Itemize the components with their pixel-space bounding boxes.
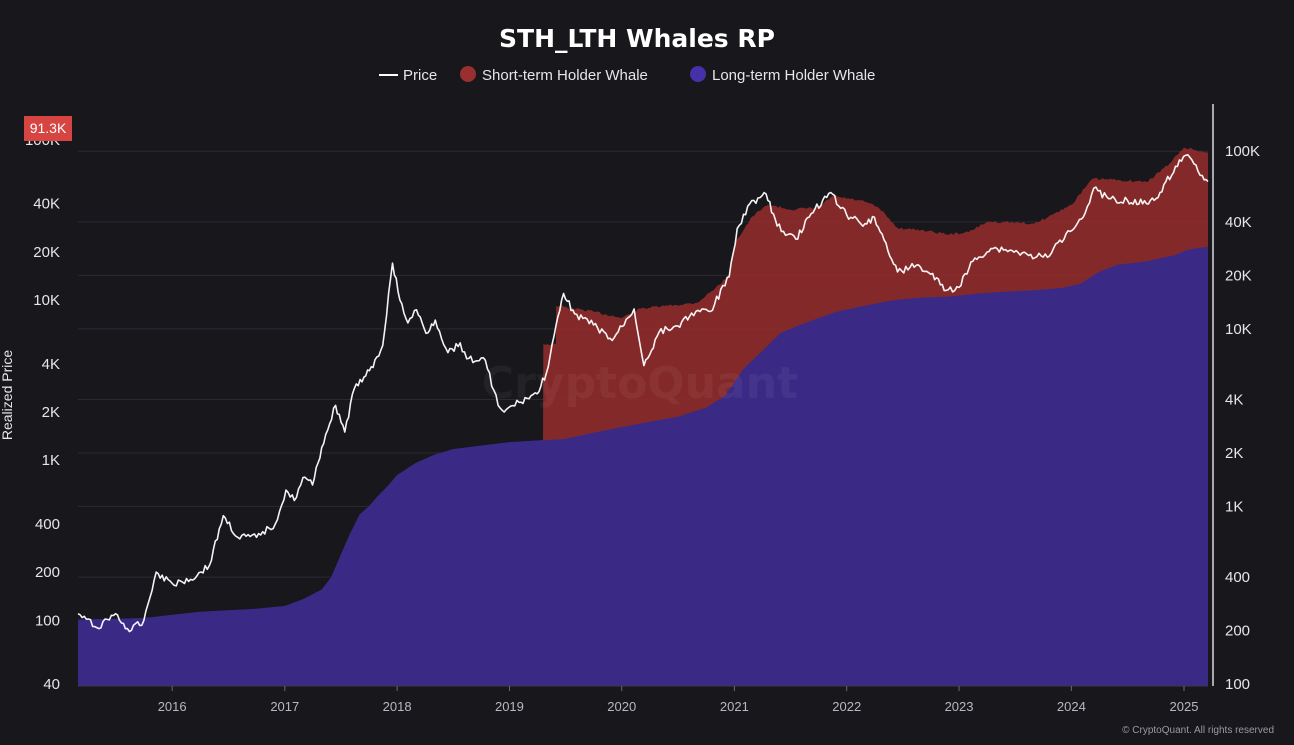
y-right-tick-label: 10K bbox=[1225, 321, 1252, 338]
chart-title: STH_LTH Whales RP bbox=[499, 24, 775, 53]
y-right-tick-label: 4K bbox=[1225, 391, 1243, 408]
legend: Price Short-term Holder Whale Long-term … bbox=[379, 66, 875, 84]
y-left-tick-label: 1K bbox=[42, 452, 60, 469]
series-area-long-term-holder-whale-front bbox=[78, 246, 1208, 686]
y-right-tick-label: 400 bbox=[1225, 569, 1250, 586]
legend-item-long-term-holder-whale[interactable]: Long-term Holder Whale bbox=[690, 66, 875, 84]
legend-item-price[interactable]: Price bbox=[379, 67, 437, 84]
y-right-tick-label: 1K bbox=[1225, 498, 1243, 515]
legend-swatch-lth bbox=[690, 66, 706, 82]
sth-area-group bbox=[78, 147, 1208, 686]
last-price-badge-bg bbox=[24, 116, 72, 141]
legend-label-lth: Long-term Holder Whale bbox=[712, 67, 875, 84]
y-axis-left: 401002004001K2K4K10K20K40K100K bbox=[25, 132, 60, 693]
x-tick-label: 2019 bbox=[495, 699, 524, 714]
y-left-tick-label: 20K bbox=[33, 244, 60, 261]
x-tick-label: 2025 bbox=[1170, 699, 1199, 714]
x-tick-label: 2018 bbox=[383, 699, 412, 714]
y-left-tick-label: 100 bbox=[35, 612, 60, 629]
y-axis-right: 100 200 400 1K 2K 4K 10K 20K 40K 100K bbox=[1225, 143, 1260, 693]
y-left-tick-label: 4K bbox=[42, 356, 60, 373]
x-tick-label: 2021 bbox=[720, 699, 749, 714]
legend-label-price: Price bbox=[403, 67, 437, 84]
y-right-tick-label: 2K bbox=[1225, 445, 1243, 462]
y-left-tick-label: 40K bbox=[33, 196, 60, 213]
y-right-tick-label: 100K bbox=[1225, 143, 1260, 160]
y-left-tick-label: 10K bbox=[33, 292, 60, 309]
y-axis-title: Realized Price bbox=[0, 350, 15, 440]
series-line-price bbox=[77, 154, 1209, 633]
y-right-tick-label: 20K bbox=[1225, 267, 1252, 284]
x-tick-label: 2024 bbox=[1057, 699, 1086, 714]
legend-label-sth: Short-term Holder Whale bbox=[482, 67, 648, 84]
x-tick-label: 2022 bbox=[832, 699, 861, 714]
x-tick-label: 2023 bbox=[945, 699, 974, 714]
x-tick-label: 2016 bbox=[158, 699, 187, 714]
x-axis: 2016 2017 2018 2019 2020 2021 2022 2023 2024 2025 bbox=[78, 685, 1208, 714]
y-left-tick-label: 2K bbox=[42, 404, 60, 421]
y-left-tick-label: 40 bbox=[43, 676, 60, 693]
last-price-badge-label: 91.3K bbox=[30, 120, 67, 136]
legend-swatch-sth bbox=[460, 66, 476, 82]
x-tick-label: 2017 bbox=[270, 699, 299, 714]
legend-item-short-term-holder-whale[interactable]: Short-term Holder Whale bbox=[460, 66, 648, 84]
y-left-tick-label: 400 bbox=[35, 516, 60, 533]
x-tick-label: 2020 bbox=[607, 699, 636, 714]
price-line-group bbox=[77, 154, 1209, 633]
y-right-tick-label: 200 bbox=[1225, 623, 1250, 640]
y-right-tick-label: 40K bbox=[1225, 214, 1252, 231]
credit: © CryptoQuant. All rights reserved bbox=[1122, 725, 1274, 736]
last-price-badge: 91.3K bbox=[24, 116, 72, 141]
y-left-tick-label: 200 bbox=[35, 564, 60, 581]
y-right-tick-label: 100 bbox=[1225, 676, 1250, 693]
watermark: CryptoQuant bbox=[482, 358, 798, 409]
